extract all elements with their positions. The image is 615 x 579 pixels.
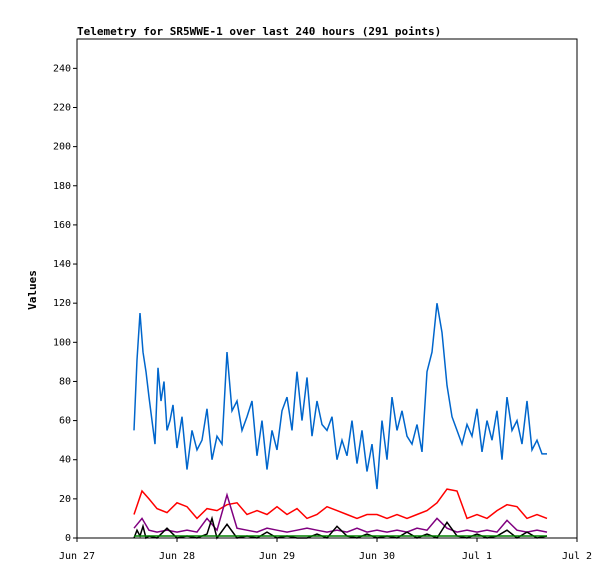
y-axis: 0 20 40 60 80 100 120 140 160 180 200 220 240 [53, 63, 77, 544]
x-tick-label: Jul 2 [562, 551, 592, 562]
x-tick-label: Jul 1 [462, 551, 492, 562]
plot-frame [76, 38, 578, 539]
y-tick-label: 20 [59, 494, 71, 505]
y-tick-label: 160 [53, 220, 71, 231]
y-tick-label: 100 [53, 337, 71, 348]
y-tick-label: 80 [59, 376, 71, 387]
y-tick-label: 220 [53, 102, 71, 113]
y-tick-label: 60 [59, 416, 71, 427]
y-tick-label: 180 [53, 181, 71, 192]
x-axis: Jun 27 Jun 28 Jun 29 Jun 30 Jul 1 Jul 2 [59, 538, 592, 562]
series-line-2 [133, 492, 548, 533]
y-axis-title: Values [26, 270, 39, 310]
y-tick-label: 140 [53, 259, 71, 270]
series-line-1 [133, 488, 548, 520]
y-tick-label: 40 [59, 455, 71, 466]
x-tick-label: Jun 28 [159, 551, 195, 562]
x-tick-label: Jun 30 [359, 551, 395, 562]
x-tick-label: Jun 27 [59, 551, 95, 562]
series-line-0 [133, 303, 547, 490]
y-tick-label: 0 [65, 533, 71, 544]
series-line-3 [133, 515, 548, 540]
chart-title: Telemetry for SR5WWE-1 over last 240 hou… [77, 25, 441, 38]
y-tick-label: 120 [53, 298, 71, 309]
series-group [133, 303, 548, 540]
y-tick-label: 200 [53, 142, 71, 153]
y-tick-label: 240 [53, 63, 71, 74]
x-tick-label: Jun 29 [259, 551, 295, 562]
